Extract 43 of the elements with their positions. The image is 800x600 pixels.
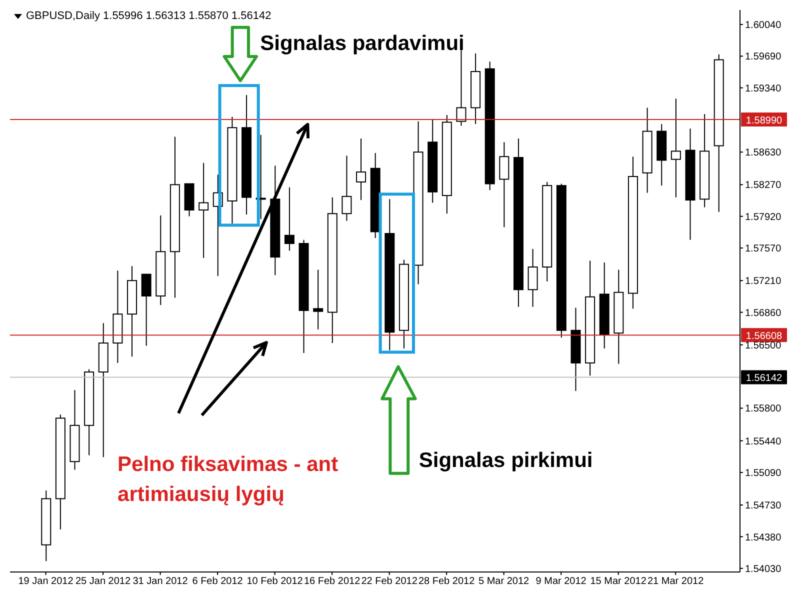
y-tick-label: 1.54030 [745, 564, 782, 575]
y-tick-label: 1.55090 [745, 468, 782, 479]
candlestick [356, 138, 366, 201]
chart-title: GBPUSD,Daily 1.55996 1.56313 1.55870 1.56142 [26, 10, 272, 22]
x-tick-label: 31 Jan 2012 [132, 576, 188, 588]
y-tick-label: 1.59340 [745, 83, 782, 94]
x-tick-label: 25 Jan 2012 [76, 576, 131, 588]
y-tick-label: 1.54380 [745, 532, 782, 544]
y-tick-label: 1.57210 [745, 276, 782, 288]
x-tick-label: 9 Mar 2012 [536, 576, 587, 588]
ref-line-label: 1.56608 [746, 331, 783, 342]
x-tick-label: 5 Mar 2012 [478, 576, 530, 588]
x-tick-label: 19 Jan 2012 [18, 576, 74, 588]
y-tick-label: 1.56860 [745, 308, 782, 319]
y-tick-label: 1.58270 [745, 180, 782, 192]
candlestick [499, 142, 510, 228]
y-tick-label: 1.56500 [745, 340, 782, 352]
y-tick-label: 1.60040 [745, 20, 782, 32]
x-tick-label: 21 Mar 2012 [648, 576, 704, 588]
y-tick-label: 1.57570 [745, 244, 782, 255]
y-tick-label: 1.59690 [745, 52, 782, 63]
candlestick [284, 186, 294, 252]
y-tick-label: 1.58630 [745, 148, 782, 159]
candlestick [313, 269, 324, 330]
candlestick [342, 155, 352, 222]
x-tick-label: 28 Feb 2012 [418, 576, 476, 588]
x-tick-label: 6 Feb 2012 [192, 576, 244, 588]
ref-line-label: 1.58990 [746, 116, 783, 127]
y-tick-label: 1.55440 [745, 436, 782, 448]
annotation: Signalas pirkimui [418, 448, 594, 474]
annotation: Pelno fiksavimas - ant artimiausių lygių [118, 452, 340, 508]
candlestick [528, 248, 538, 308]
y-tick-label: 1.54730 [745, 500, 782, 512]
x-tick-label: 10 Feb 2012 [246, 576, 304, 588]
x-tick-label: 15 Mar 2012 [590, 576, 647, 588]
ref-line-label: 1.56142 [746, 373, 783, 384]
y-tick-label: 1.55800 [745, 404, 782, 415]
y-tick-label: 1.57920 [745, 212, 782, 223]
x-tick-label: 22 Feb 2012 [361, 576, 418, 588]
x-tick-label: 16 Feb 2012 [304, 576, 361, 588]
candlestick [141, 274, 152, 346]
candlestick [198, 162, 209, 258]
candlestick [670, 98, 681, 198]
